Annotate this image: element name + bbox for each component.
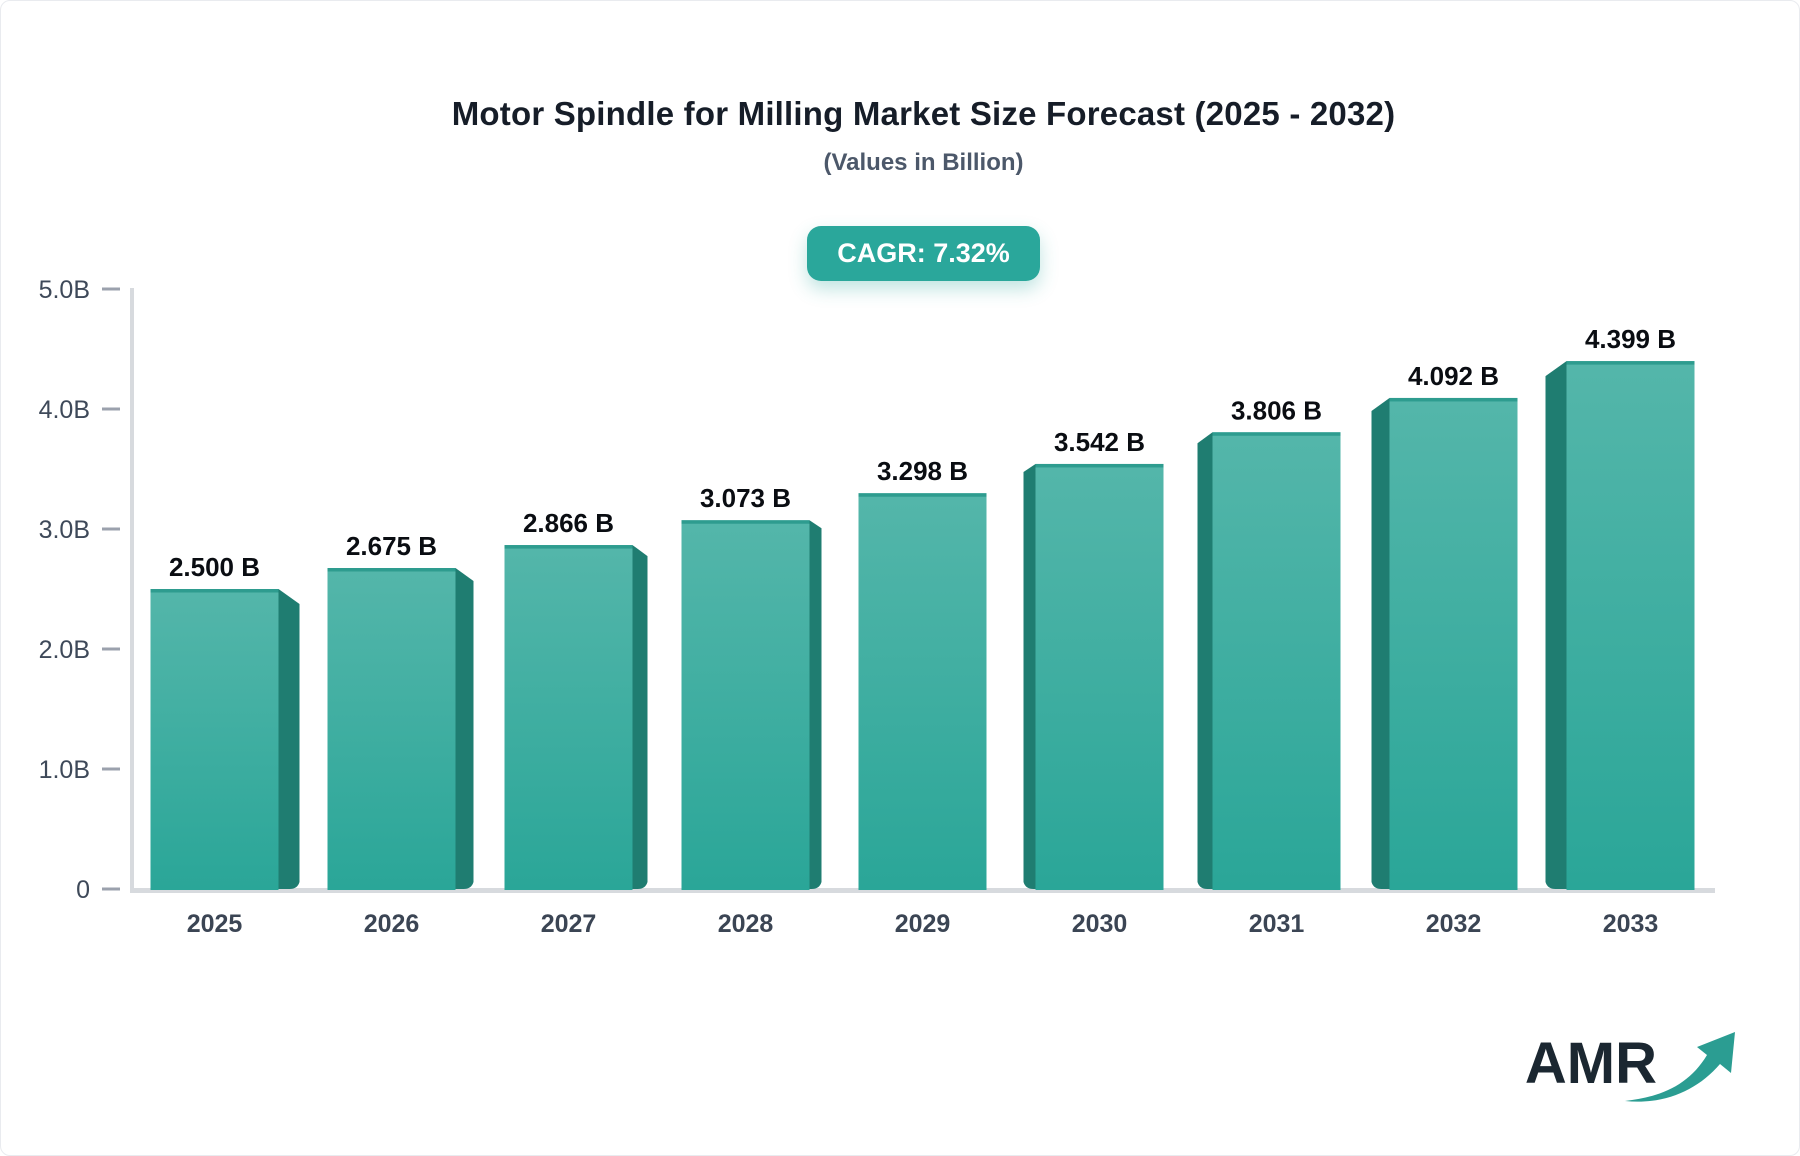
x-category-label: 2031 <box>1249 910 1305 938</box>
logo-arrow-icon <box>1625 1032 1735 1102</box>
bar <box>150 589 300 890</box>
bar-side-face <box>1545 361 1567 889</box>
bar-front-face <box>1566 361 1695 890</box>
bar-front-face <box>504 545 633 890</box>
axes: 0 1.0B 2.0B 3.0B 4.0B 5.0B <box>39 276 1715 904</box>
x-category-label: 2033 <box>1603 910 1659 938</box>
bar-value-label: 3.542 B <box>1054 427 1145 457</box>
bar-side-face <box>455 568 474 889</box>
bar-side-face <box>809 520 822 889</box>
cagr-badge: CAGR: 7.32% <box>807 226 1040 281</box>
bar-value-label: 3.073 B <box>700 483 791 513</box>
y-tick-dash <box>102 647 120 651</box>
x-category-label: 2032 <box>1426 910 1482 938</box>
bar-front-face <box>1212 432 1341 890</box>
y-tick-dash <box>102 527 120 531</box>
bar-top-edge <box>1035 463 1164 468</box>
bar-side-face <box>1197 432 1213 889</box>
y-tick-dash <box>102 887 120 891</box>
bar-value-label: 4.399 B <box>1585 324 1676 354</box>
bars <box>150 361 1695 890</box>
bar-front-face <box>681 520 810 890</box>
y-tick-dash <box>102 407 120 411</box>
y-tick-label: 0 <box>76 876 90 904</box>
bar-value-label: 3.806 B <box>1231 395 1322 425</box>
x-category-label: 2030 <box>1072 910 1128 938</box>
bar-front-face <box>858 493 987 890</box>
bar-side-face <box>1023 463 1036 889</box>
bar <box>504 545 648 890</box>
bar-top-edge <box>1212 432 1341 436</box>
x-category-label: 2027 <box>541 910 597 938</box>
y-tick-label: 5.0B <box>39 276 90 304</box>
x-axis-line <box>130 888 1715 893</box>
bar <box>1545 361 1695 890</box>
bar <box>858 493 987 890</box>
x-category-label: 2026 <box>364 910 420 938</box>
y-tick-label: 1.0B <box>39 756 90 784</box>
labels: 2.500 B 2025 2.675 B 2026 2.866 B 2027 3.073 B… <box>169 324 1676 938</box>
bar-value-label: 2.866 B <box>523 508 614 538</box>
y-tick-label: 4.0B <box>39 396 90 424</box>
bar-top-edge <box>858 493 987 497</box>
bar <box>681 520 822 890</box>
bar-top-edge <box>1566 361 1695 365</box>
bar-front-face <box>327 568 456 890</box>
y-tick-label: 2.0B <box>39 636 90 664</box>
bar-side-face <box>1371 397 1390 889</box>
bar-top-edge <box>150 589 279 593</box>
bar-side-face <box>632 545 648 889</box>
x-category-label: 2029 <box>895 910 951 938</box>
bar-side-face <box>278 589 300 889</box>
bar-value-label: 2.675 B <box>346 531 437 561</box>
bar-value-label: 3.298 B <box>877 456 968 486</box>
bar <box>1197 432 1341 890</box>
x-category-label: 2028 <box>718 910 774 938</box>
bar <box>327 568 474 890</box>
bar-front-face <box>1389 397 1518 890</box>
x-category-label: 2025 <box>187 910 243 938</box>
bar-top-edge <box>681 520 810 524</box>
bar-value-label: 2.500 B <box>169 552 260 582</box>
y-tick-dash <box>102 767 120 771</box>
bar-top-edge <box>1389 397 1518 402</box>
bar-top-edge <box>327 568 456 572</box>
amr-logo-text: AMR <box>1524 1031 1657 1096</box>
chart-subtitle: (Values in Billion) <box>823 149 1024 176</box>
bar-value-label: 4.092 B <box>1408 361 1499 391</box>
chart-title: Motor Spindle for Milling Market Size Fo… <box>451 95 1396 132</box>
y-tick-label: 3.0B <box>39 516 90 544</box>
y-axis-line <box>130 288 134 892</box>
cagr-badge-row: CAGR: 7.32% <box>132 226 1715 281</box>
bar <box>1023 463 1164 890</box>
bar-top-edge <box>504 545 633 549</box>
y-tick-dash <box>102 287 120 291</box>
bar-front-face <box>1035 463 1164 890</box>
amr-logo: AMR <box>1524 1031 1749 1107</box>
bar-front-face <box>150 589 279 890</box>
bar <box>1371 397 1518 890</box>
